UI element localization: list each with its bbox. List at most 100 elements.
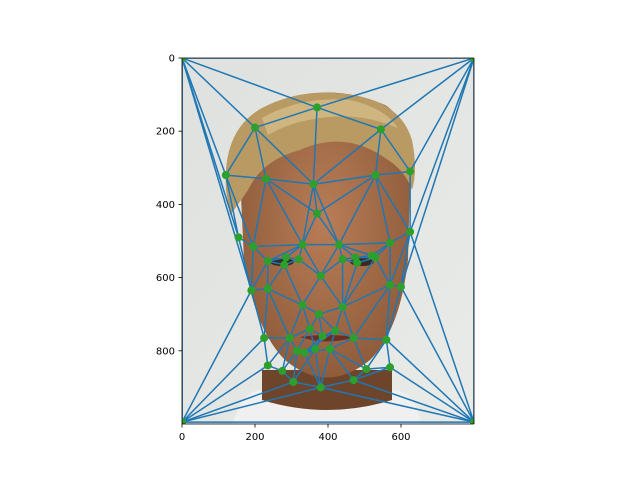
x-tick-label: 0 — [179, 432, 185, 443]
landmark-point — [285, 333, 294, 342]
mesh-edge — [385, 286, 402, 341]
landmark-point — [247, 286, 256, 295]
landmark-point — [263, 361, 272, 370]
landmark-point — [261, 174, 270, 183]
mesh-edge — [312, 183, 318, 215]
mesh-edge — [182, 58, 253, 292]
mesh-edge — [265, 178, 304, 246]
mesh-edge — [301, 243, 322, 277]
mesh-edge — [263, 287, 269, 339]
y-tick-label: 0 — [169, 54, 175, 65]
mesh-edge — [319, 275, 344, 308]
mesh-edge — [301, 183, 315, 246]
landmark-point — [316, 271, 325, 280]
mesh-edge — [281, 337, 291, 372]
mesh-edge — [380, 58, 474, 131]
landmark-point — [221, 171, 230, 180]
x-tick-label: 200 — [245, 432, 264, 443]
mesh-edge — [301, 304, 311, 330]
mesh-edge — [400, 286, 474, 423]
mesh-edge — [316, 106, 382, 131]
landmark-point — [249, 242, 258, 251]
mesh-edge — [252, 243, 304, 248]
landmark-points — [182, 58, 474, 424]
mesh-edge — [400, 58, 474, 288]
landmark-point — [278, 366, 287, 375]
mesh-edge — [312, 106, 318, 186]
landmark-point — [470, 58, 474, 62]
landmark-point — [309, 180, 318, 189]
landmark-point — [318, 332, 327, 341]
y-axis: 0 200 400 600 800 — [156, 54, 182, 357]
landmark-point — [300, 348, 309, 357]
landmark-point — [386, 280, 395, 289]
landmark-point — [325, 344, 334, 353]
mesh-edge — [292, 381, 322, 389]
landmark-point — [251, 123, 259, 132]
mesh-edge — [250, 289, 265, 339]
mesh-edge — [316, 58, 474, 109]
landmark-point — [313, 103, 322, 112]
landmark-point — [311, 344, 320, 353]
mesh-edge — [352, 337, 368, 370]
mesh-edge — [352, 379, 474, 423]
landmark-point — [382, 335, 391, 344]
mesh-edge — [182, 381, 295, 423]
mesh-edge — [303, 351, 322, 389]
mesh-edge — [329, 348, 355, 381]
mesh-edge — [334, 306, 344, 332]
mesh-edge — [319, 258, 344, 277]
mesh-edge — [182, 58, 256, 129]
mesh-edge — [319, 243, 340, 277]
mesh-edge — [267, 264, 285, 290]
landmark-point — [331, 326, 340, 335]
mesh-edge — [182, 58, 227, 176]
mesh-edge — [341, 284, 391, 308]
mesh-edge — [374, 174, 411, 233]
landmark-point — [313, 209, 322, 218]
landmark-point — [182, 418, 186, 424]
mesh-edge — [329, 348, 368, 370]
mesh-edge — [298, 258, 322, 277]
mesh-edge — [182, 289, 253, 423]
landmark-point — [182, 58, 186, 62]
landmark-point — [386, 238, 395, 247]
landmark-point — [305, 324, 314, 333]
landmark-point — [470, 418, 474, 424]
landmark-point — [338, 302, 347, 311]
mesh-edge — [237, 236, 253, 292]
x-tick-label: 400 — [318, 432, 337, 443]
mesh-edge — [409, 58, 474, 233]
mesh-edge — [283, 264, 304, 306]
landmark-point — [371, 253, 380, 262]
mesh-edge — [312, 128, 382, 186]
hair-highlight-shape — [262, 99, 398, 135]
landmark-point — [289, 377, 298, 386]
mesh-edge — [254, 126, 267, 180]
mesh-edge — [312, 183, 340, 246]
landmark-point — [334, 240, 343, 249]
landmark-point — [298, 240, 307, 249]
landmark-point — [263, 284, 272, 293]
landmark-point — [353, 258, 362, 267]
landmark-point — [314, 310, 323, 319]
mesh-edge — [385, 339, 391, 369]
mouth-shape — [300, 335, 355, 342]
mesh-edge — [338, 242, 391, 246]
mesh-edge — [318, 306, 344, 315]
mesh-edge — [329, 337, 355, 350]
mesh-edge — [250, 245, 254, 292]
mesh-edge — [296, 328, 311, 352]
landmark-point — [349, 333, 358, 342]
landmark-point — [376, 125, 385, 134]
mesh-edge — [409, 58, 474, 173]
mesh-edge — [225, 126, 256, 176]
mesh-edge — [365, 339, 388, 370]
mesh-edge — [352, 366, 391, 381]
mesh-edge — [385, 339, 474, 423]
mesh-edge — [182, 337, 265, 423]
mesh-edge — [341, 256, 377, 308]
y-tick-label: 400 — [156, 200, 175, 211]
mesh-edge — [281, 350, 298, 372]
mesh-edge — [252, 178, 267, 248]
